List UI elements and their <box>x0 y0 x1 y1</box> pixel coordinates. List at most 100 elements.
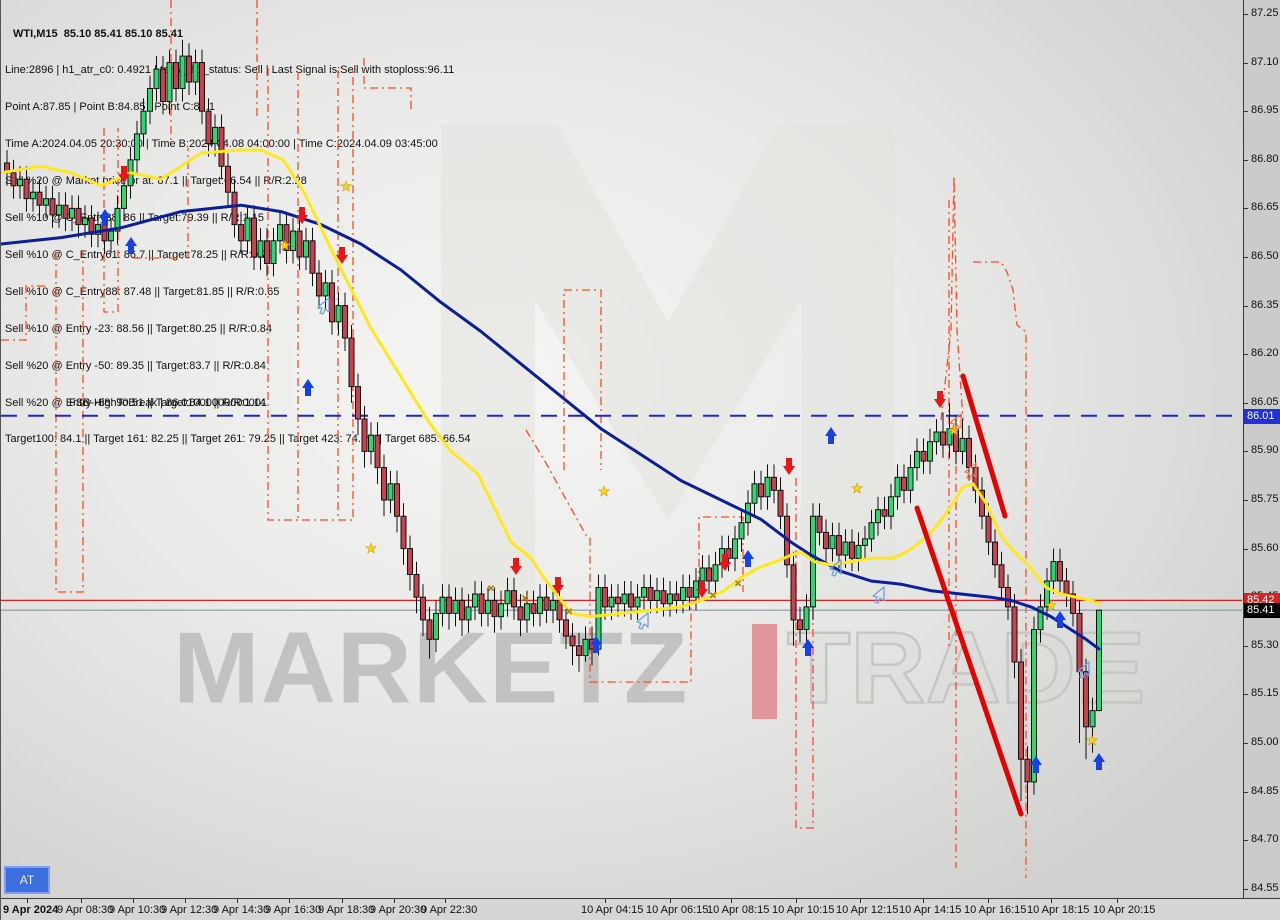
time-axis-label: 9 Apr 10:30 <box>109 904 166 916</box>
price-axis-tick <box>1244 208 1248 209</box>
signal-status-line: Line:2896 | h1_atr_c0: 0.4921 | tema_h1_… <box>5 64 455 77</box>
price-axis-tick <box>1244 840 1248 841</box>
time-axis-label: 9 Apr 22:30 <box>421 904 478 916</box>
x-mark-icon: ✕ <box>734 579 742 589</box>
sell-arrow-icon <box>118 166 130 183</box>
times-line: Time A:2024.04.05 20:30:00 | Time B:2024… <box>5 138 438 151</box>
star-icon: ★ <box>279 237 292 253</box>
price-axis-label: 87.25 <box>1251 7 1279 19</box>
hand-cursor-icon <box>949 413 962 431</box>
time-axis-tick <box>1117 899 1118 903</box>
price-axis-tick <box>1244 306 1248 307</box>
price-axis-label: 84.85 <box>1251 785 1279 797</box>
buy-arrow-icon <box>742 550 754 567</box>
price-axis-label: 86.95 <box>1251 104 1279 116</box>
time-axis-label: 9 Apr 20:30 <box>370 904 427 916</box>
buy-arrow-icon <box>1030 756 1042 773</box>
price-axis-tick <box>1244 694 1248 695</box>
price-axis-label: 85.00 <box>1251 736 1279 748</box>
price-axis-label: 84.55 <box>1251 882 1279 894</box>
time-axis-tick <box>1051 899 1052 903</box>
time-axis-tick <box>923 899 924 903</box>
buy-arrow-icon <box>802 639 814 656</box>
price-axis-tick <box>1244 354 1248 355</box>
time-axis-label: 10 Apr 04:15 <box>581 904 644 916</box>
time-axis-label: 10 Apr 16:15 <box>964 904 1027 916</box>
time-axis-label: 9 Apr 14:30 <box>213 904 270 916</box>
sell-arrow-icon <box>934 391 946 408</box>
star-icon: ★ <box>598 483 611 499</box>
points-line: Point A:87.85 | Point B:84.85 | Point C:… <box>5 101 215 114</box>
price-axis-tick <box>1244 403 1248 404</box>
price-axis-label: 86.35 <box>1251 299 1279 311</box>
star-icon: ★ <box>365 540 378 556</box>
hand-cursor-icon <box>964 462 977 480</box>
price-axis-label: 85.30 <box>1251 639 1279 651</box>
time-axis-tick <box>670 899 671 903</box>
x-mark-icon: ✕ <box>487 584 495 594</box>
price-axis-label: 85.60 <box>1251 542 1279 554</box>
buy-arrow-icon <box>825 427 837 444</box>
price-axis-tick <box>1244 743 1248 744</box>
x-mark-icon: ✕ <box>565 607 573 617</box>
price-axis-tick <box>1244 63 1248 64</box>
time-axis-tick <box>796 899 797 903</box>
star-icon: ★ <box>851 480 864 496</box>
hand-cursor-icon <box>317 297 330 315</box>
sell-arrow-icon <box>783 458 795 475</box>
time-axis[interactable]: 9 Apr 2024 9 Apr 08:30 9 Apr 10:30 9 Apr 12… <box>1 898 1280 920</box>
x-mark-icon: ✕ <box>709 591 717 601</box>
price-axis-tick <box>1244 500 1248 501</box>
price-axis-label: 86.20 <box>1251 347 1279 359</box>
star-icon: ★ <box>1045 597 1058 613</box>
price-axis-tick <box>1244 257 1248 258</box>
sell-arrow-icon <box>336 247 348 264</box>
buy-arrow-icon <box>1093 753 1105 770</box>
time-axis-label: 9 Apr 2024 <box>3 904 59 916</box>
time-axis-label: 10 Apr 20:15 <box>1093 904 1156 916</box>
price-axis-tick <box>1244 549 1248 550</box>
sell-line-5: Sell %10 @ Entry -23: 88.56 || Target:80… <box>5 322 272 335</box>
time-axis-label: 10 Apr 10:15 <box>772 904 835 916</box>
current-price-tag: 86.01 <box>1244 409 1280 424</box>
time-axis-tick <box>445 899 446 903</box>
price-axis-tick <box>1244 111 1248 112</box>
fsb-high-to-break-label: FSB-HighToBreak | 86.01000000000001 <box>69 397 267 409</box>
star-icon: ★ <box>340 178 353 194</box>
price-axis-tick <box>1244 160 1248 161</box>
time-axis-tick <box>133 899 134 903</box>
time-axis-tick <box>342 899 343 903</box>
buy-arrow-icon <box>590 636 602 653</box>
at-button[interactable]: AT <box>4 866 50 894</box>
time-axis-label: 9 Apr 16:30 <box>265 904 322 916</box>
price-axis-label: 87.10 <box>1251 56 1279 68</box>
price-axis-label: 86.65 <box>1251 201 1279 213</box>
price-axis-tick <box>1244 451 1248 452</box>
time-axis-label: 10 Apr 18:15 <box>1027 904 1090 916</box>
price-axis-tick <box>1244 792 1248 793</box>
price-axis[interactable]: 87.25 87.10 86.95 86.80 86.65 86.50 86.35 86.20… <box>1243 0 1280 898</box>
sell-line-7: Sell %20 @ Entry -88: 90.51 || Target:84… <box>5 396 266 409</box>
time-axis-tick <box>860 899 861 903</box>
price-axis-label: 84.70 <box>1251 833 1279 845</box>
x-mark-icon: ✕ <box>521 594 529 604</box>
price-axis-label: 85.75 <box>1251 493 1279 505</box>
price-axis-tick <box>1244 646 1248 647</box>
time-axis-tick <box>237 899 238 903</box>
price-axis-tick <box>1244 14 1248 15</box>
price-axis-tick <box>1244 889 1248 890</box>
price-axis-label: 85.15 <box>1251 687 1279 699</box>
sell-arrow-icon <box>296 207 308 224</box>
time-axis-tick <box>605 899 606 903</box>
time-axis-label: 9 Apr 08:30 <box>57 904 114 916</box>
current-price-tag: 85.41 <box>1244 603 1280 618</box>
time-axis-tick <box>185 899 186 903</box>
time-axis-label: 10 Apr 12:15 <box>836 904 899 916</box>
time-axis-label: 9 Apr 18:30 <box>318 904 375 916</box>
buy-arrow-icon <box>125 237 137 254</box>
price-axis-label: 86.80 <box>1251 153 1279 165</box>
price-axis-label: 85.90 <box>1251 444 1279 456</box>
info-panel: WTI,M15 85.10 85.41 85.10 85.41 Line:289… <box>5 3 470 470</box>
